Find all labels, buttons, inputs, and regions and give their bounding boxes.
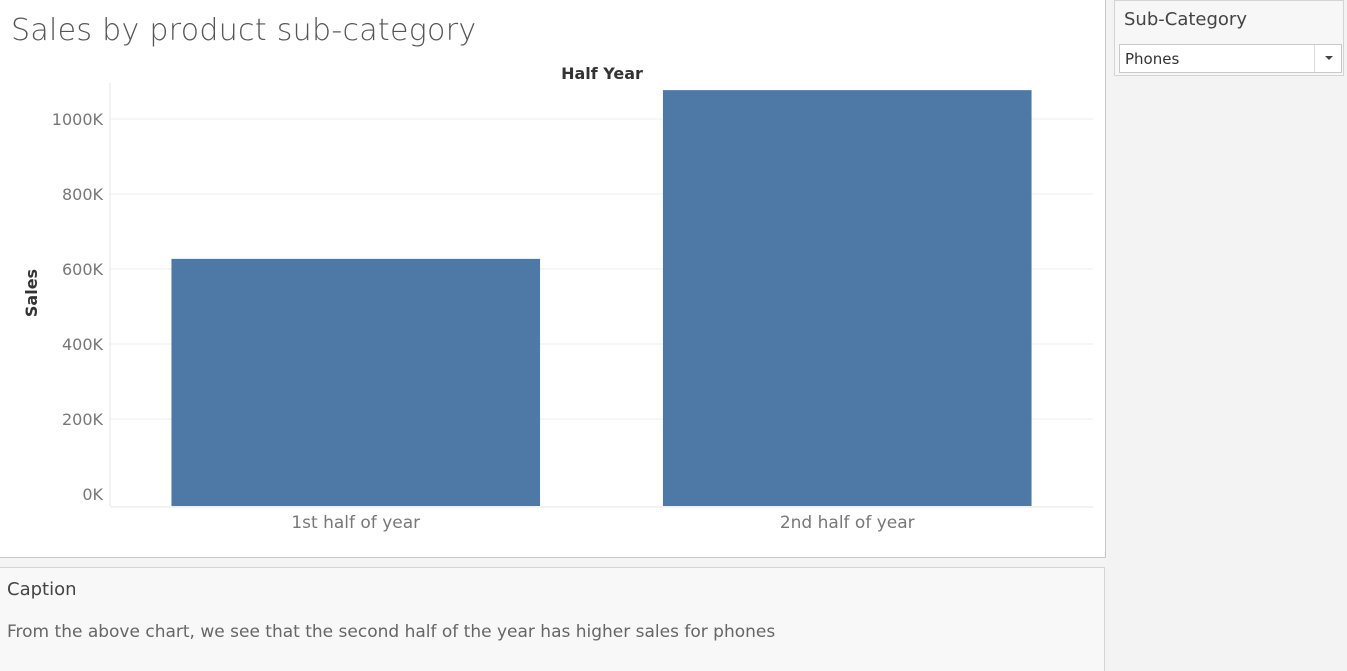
- y-axis-title: Sales: [22, 269, 41, 317]
- caption-title: Caption: [7, 579, 77, 600]
- y-tick-label: 800K: [62, 185, 104, 204]
- y-tick-label: 200K: [62, 410, 104, 429]
- bar[interactable]: [662, 90, 1032, 506]
- y-tick-label: 0K: [82, 485, 103, 504]
- axes: 0K 200K 400K 600K 800K 1000K 1st half of year 2…: [52, 83, 1093, 533]
- caption-text: From the above chart, we see that the se…: [7, 622, 776, 642]
- dropdown-selected-value: Phones: [1125, 50, 1180, 68]
- x-tick-label: 1st half of year: [291, 513, 420, 533]
- filter-title: Sub-Category: [1124, 9, 1247, 30]
- bar-chart: 0K 200K 400K 600K 800K 1000K 1st half of year 2…: [22, 64, 1093, 533]
- sub-category-dropdown[interactable]: Phones: [1119, 44, 1342, 73]
- page-title: Sales by product sub-category: [11, 13, 477, 48]
- chart-title: Half Year: [561, 64, 643, 83]
- y-tick-label: 600K: [62, 260, 104, 279]
- sub-category-filter: Sub-Category Phones: [1114, 0, 1344, 76]
- sidebar: Sub-Category Phones: [1106, 0, 1347, 671]
- y-tick-label: 1000K: [52, 110, 104, 129]
- y-tick-label: 400K: [62, 335, 104, 354]
- bar[interactable]: [171, 258, 541, 506]
- chevron-down-icon[interactable]: [1314, 45, 1341, 72]
- chart-panel: Sales by product sub-category 0K 200K 400K…: [0, 0, 1106, 558]
- bars: [171, 90, 1032, 506]
- x-tick-label: 2nd half of year: [780, 513, 915, 533]
- caption-panel: Caption From the above chart, we see tha…: [0, 567, 1105, 671]
